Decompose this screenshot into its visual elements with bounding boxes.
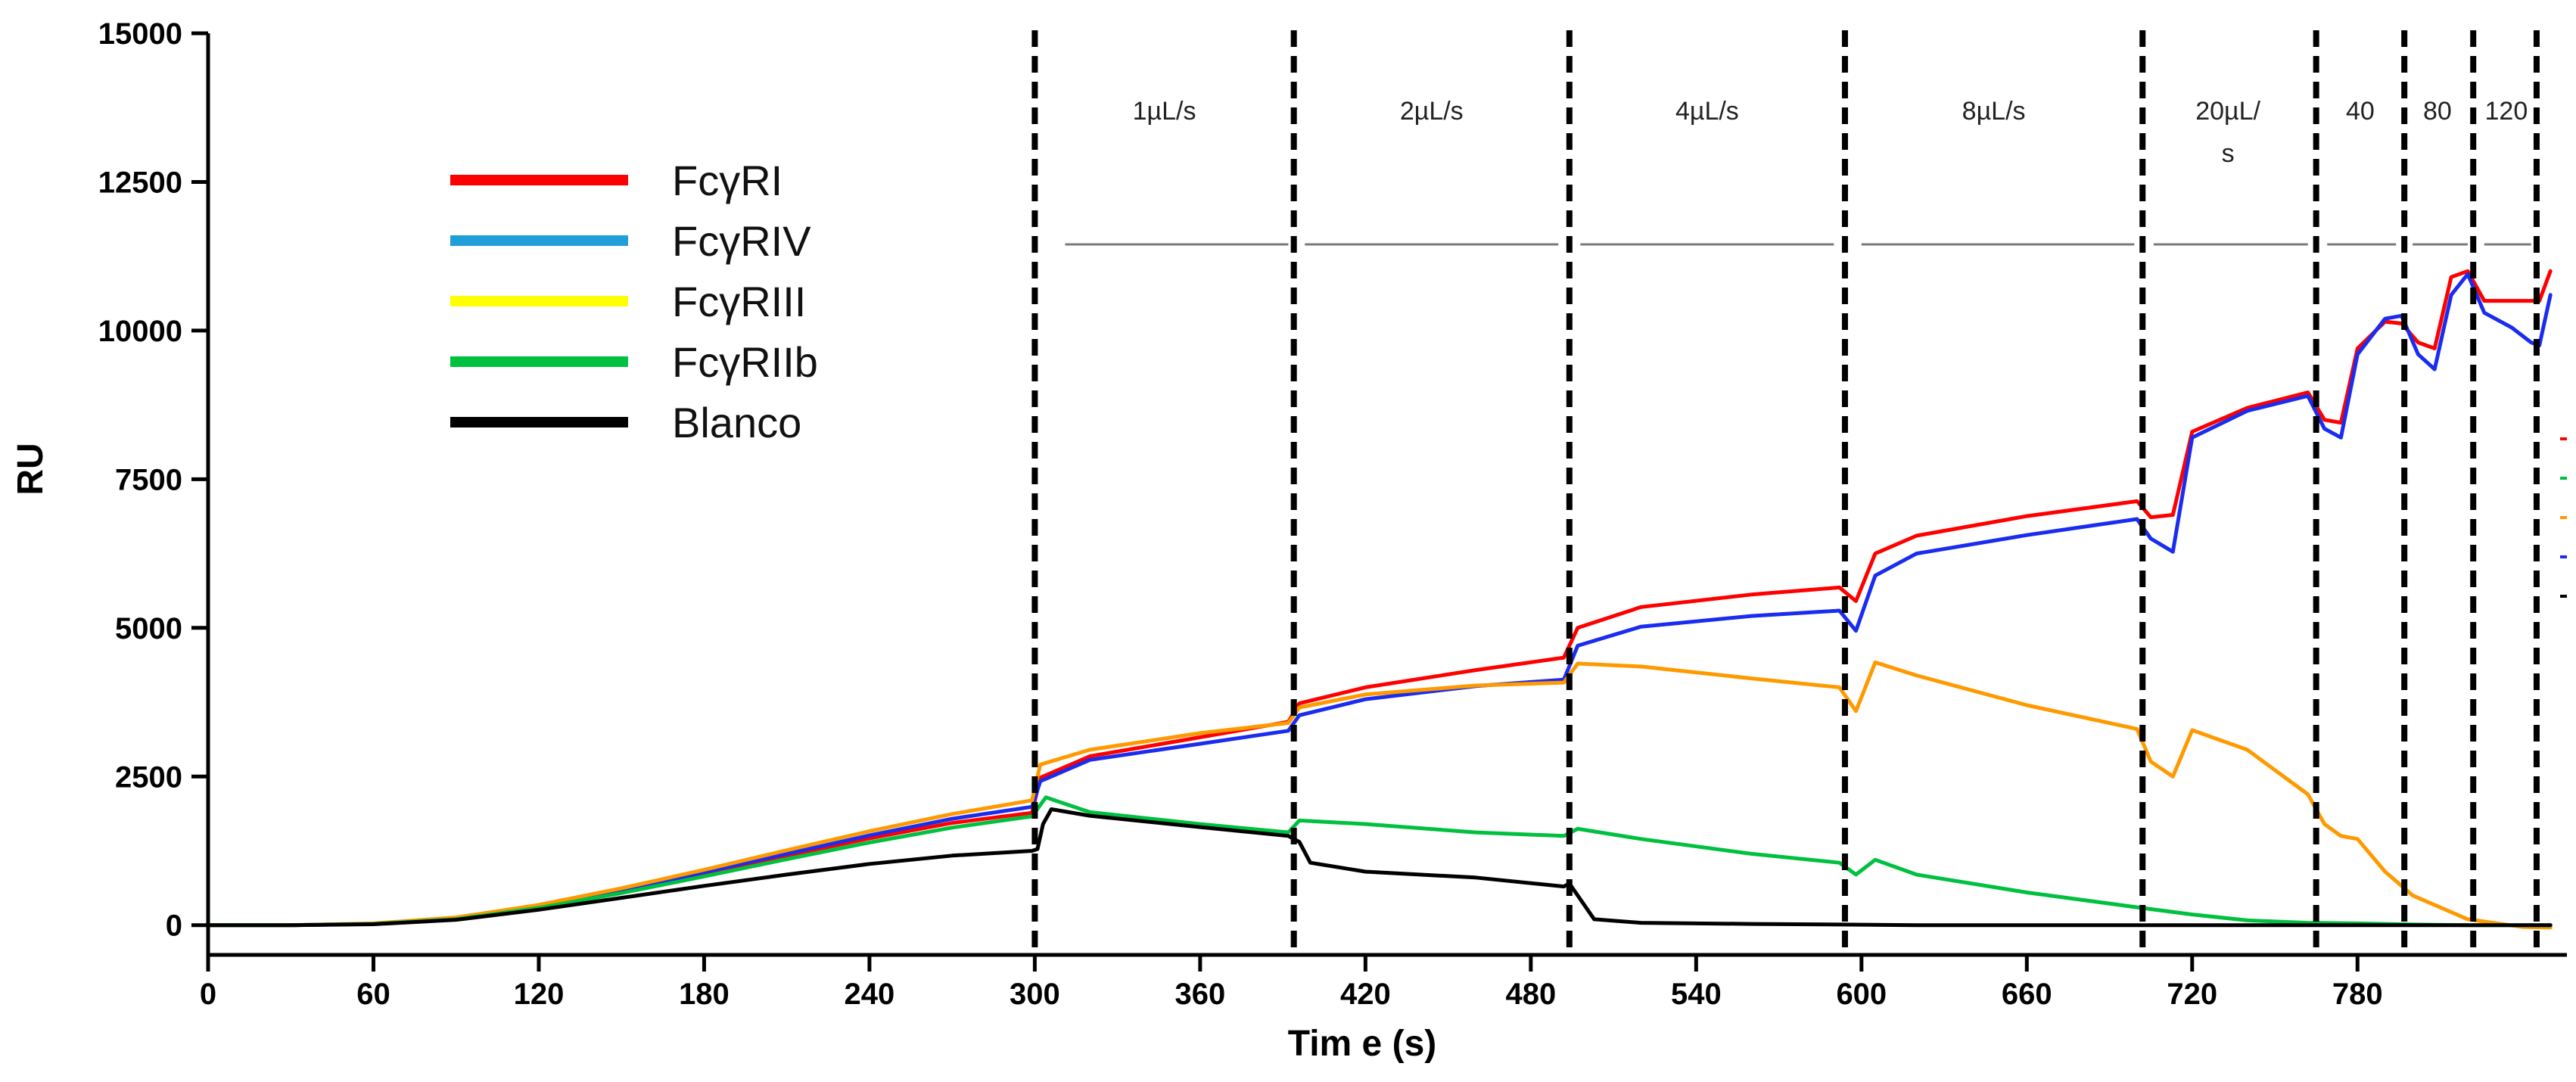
x-tick-label: 660 (2002, 978, 2052, 1011)
axes: 0 2500 5000 7500 10000 12500 15000 0 60 120 180 240… (98, 17, 2567, 1011)
flow-rate-label-line: 4µL/s (1675, 97, 1739, 126)
y-tick-label: 10000 (98, 315, 182, 348)
x-tick-label: 360 (1175, 978, 1226, 1011)
flow-rate-label-line: 8µL/s (1962, 97, 2026, 126)
legend-label: Blanco (672, 399, 801, 446)
flow-rate-label: 120 (2485, 97, 2528, 126)
flow-rate-label: 40 (2346, 97, 2375, 126)
flow-rate-label: 20µL/s (2195, 97, 2260, 168)
x-tick-label: 180 (679, 978, 730, 1011)
y-axis-title: RU (11, 443, 51, 495)
y-tick-label: 2500 (115, 760, 182, 794)
legend: FcγRI FcγRIV FcγRIII FcγRIIb Blanco (450, 157, 2567, 598)
x-tick-label: 600 (1836, 978, 1887, 1011)
y-tick-label: 15000 (98, 17, 182, 51)
x-tick-label: 240 (845, 978, 895, 1011)
series-line-FcγRIV (206, 272, 2553, 928)
y-tick-label: 12500 (98, 166, 182, 199)
flow-rate-label-line: s (2222, 139, 2235, 168)
x-tick-label: 120 (514, 978, 565, 1011)
injection-boundaries (1031, 30, 2540, 955)
flow-rate-label-line: 120 (2485, 97, 2528, 126)
series-line-FcγRIIb (206, 795, 2553, 928)
x-axis-title: Tim e (s) (1288, 1024, 1437, 1064)
x-tick-label: 300 (1010, 978, 1060, 1011)
series-line-FcγRI (206, 269, 2553, 928)
flow-rate-label: 1µL/s (1133, 97, 1196, 126)
y-tick-label: 7500 (115, 463, 182, 496)
flow-rate-label-line: 20µL/ (2195, 97, 2260, 126)
legend-label: FcγRIV (672, 217, 811, 265)
x-tick-label: 420 (1340, 978, 1391, 1011)
series-line-FcγRIII (206, 660, 2553, 930)
flow-rate-label: 2µL/s (1400, 97, 1464, 126)
x-tick-label: 780 (2332, 978, 2383, 1011)
legend-label: FcγRIII (672, 278, 806, 325)
flow-rate-label: 80 (2423, 97, 2452, 126)
series-line-Blanco (206, 807, 2553, 928)
y-tick-label: 5000 (115, 612, 182, 645)
y-tick-label: 0 (166, 909, 182, 943)
flow-rate-label-line: 2µL/s (1400, 97, 1464, 126)
x-tick-label: 0 (200, 978, 216, 1011)
flow-rate-label-line: 80 (2423, 97, 2452, 126)
flow-rate-label-line: 40 (2346, 97, 2375, 126)
data-series (206, 269, 2553, 930)
flow-rate-annotations: 1µL/s 2µL/s 4µL/s 8µL/s 20µL/s 40 80 120 (1065, 97, 2531, 246)
flow-rate-label-line: 1µL/s (1133, 97, 1196, 126)
x-tick-label: 540 (1671, 978, 1722, 1011)
legend-label: FcγRI (672, 157, 782, 204)
flow-rate-label: 8µL/s (1962, 97, 2026, 126)
x-tick-label: 480 (1505, 978, 1556, 1011)
flow-rate-label: 4µL/s (1675, 97, 1739, 126)
x-tick-label: 60 (356, 978, 390, 1011)
x-tick-label: 720 (2167, 978, 2217, 1011)
legend-label: FcγRIIb (672, 338, 818, 386)
